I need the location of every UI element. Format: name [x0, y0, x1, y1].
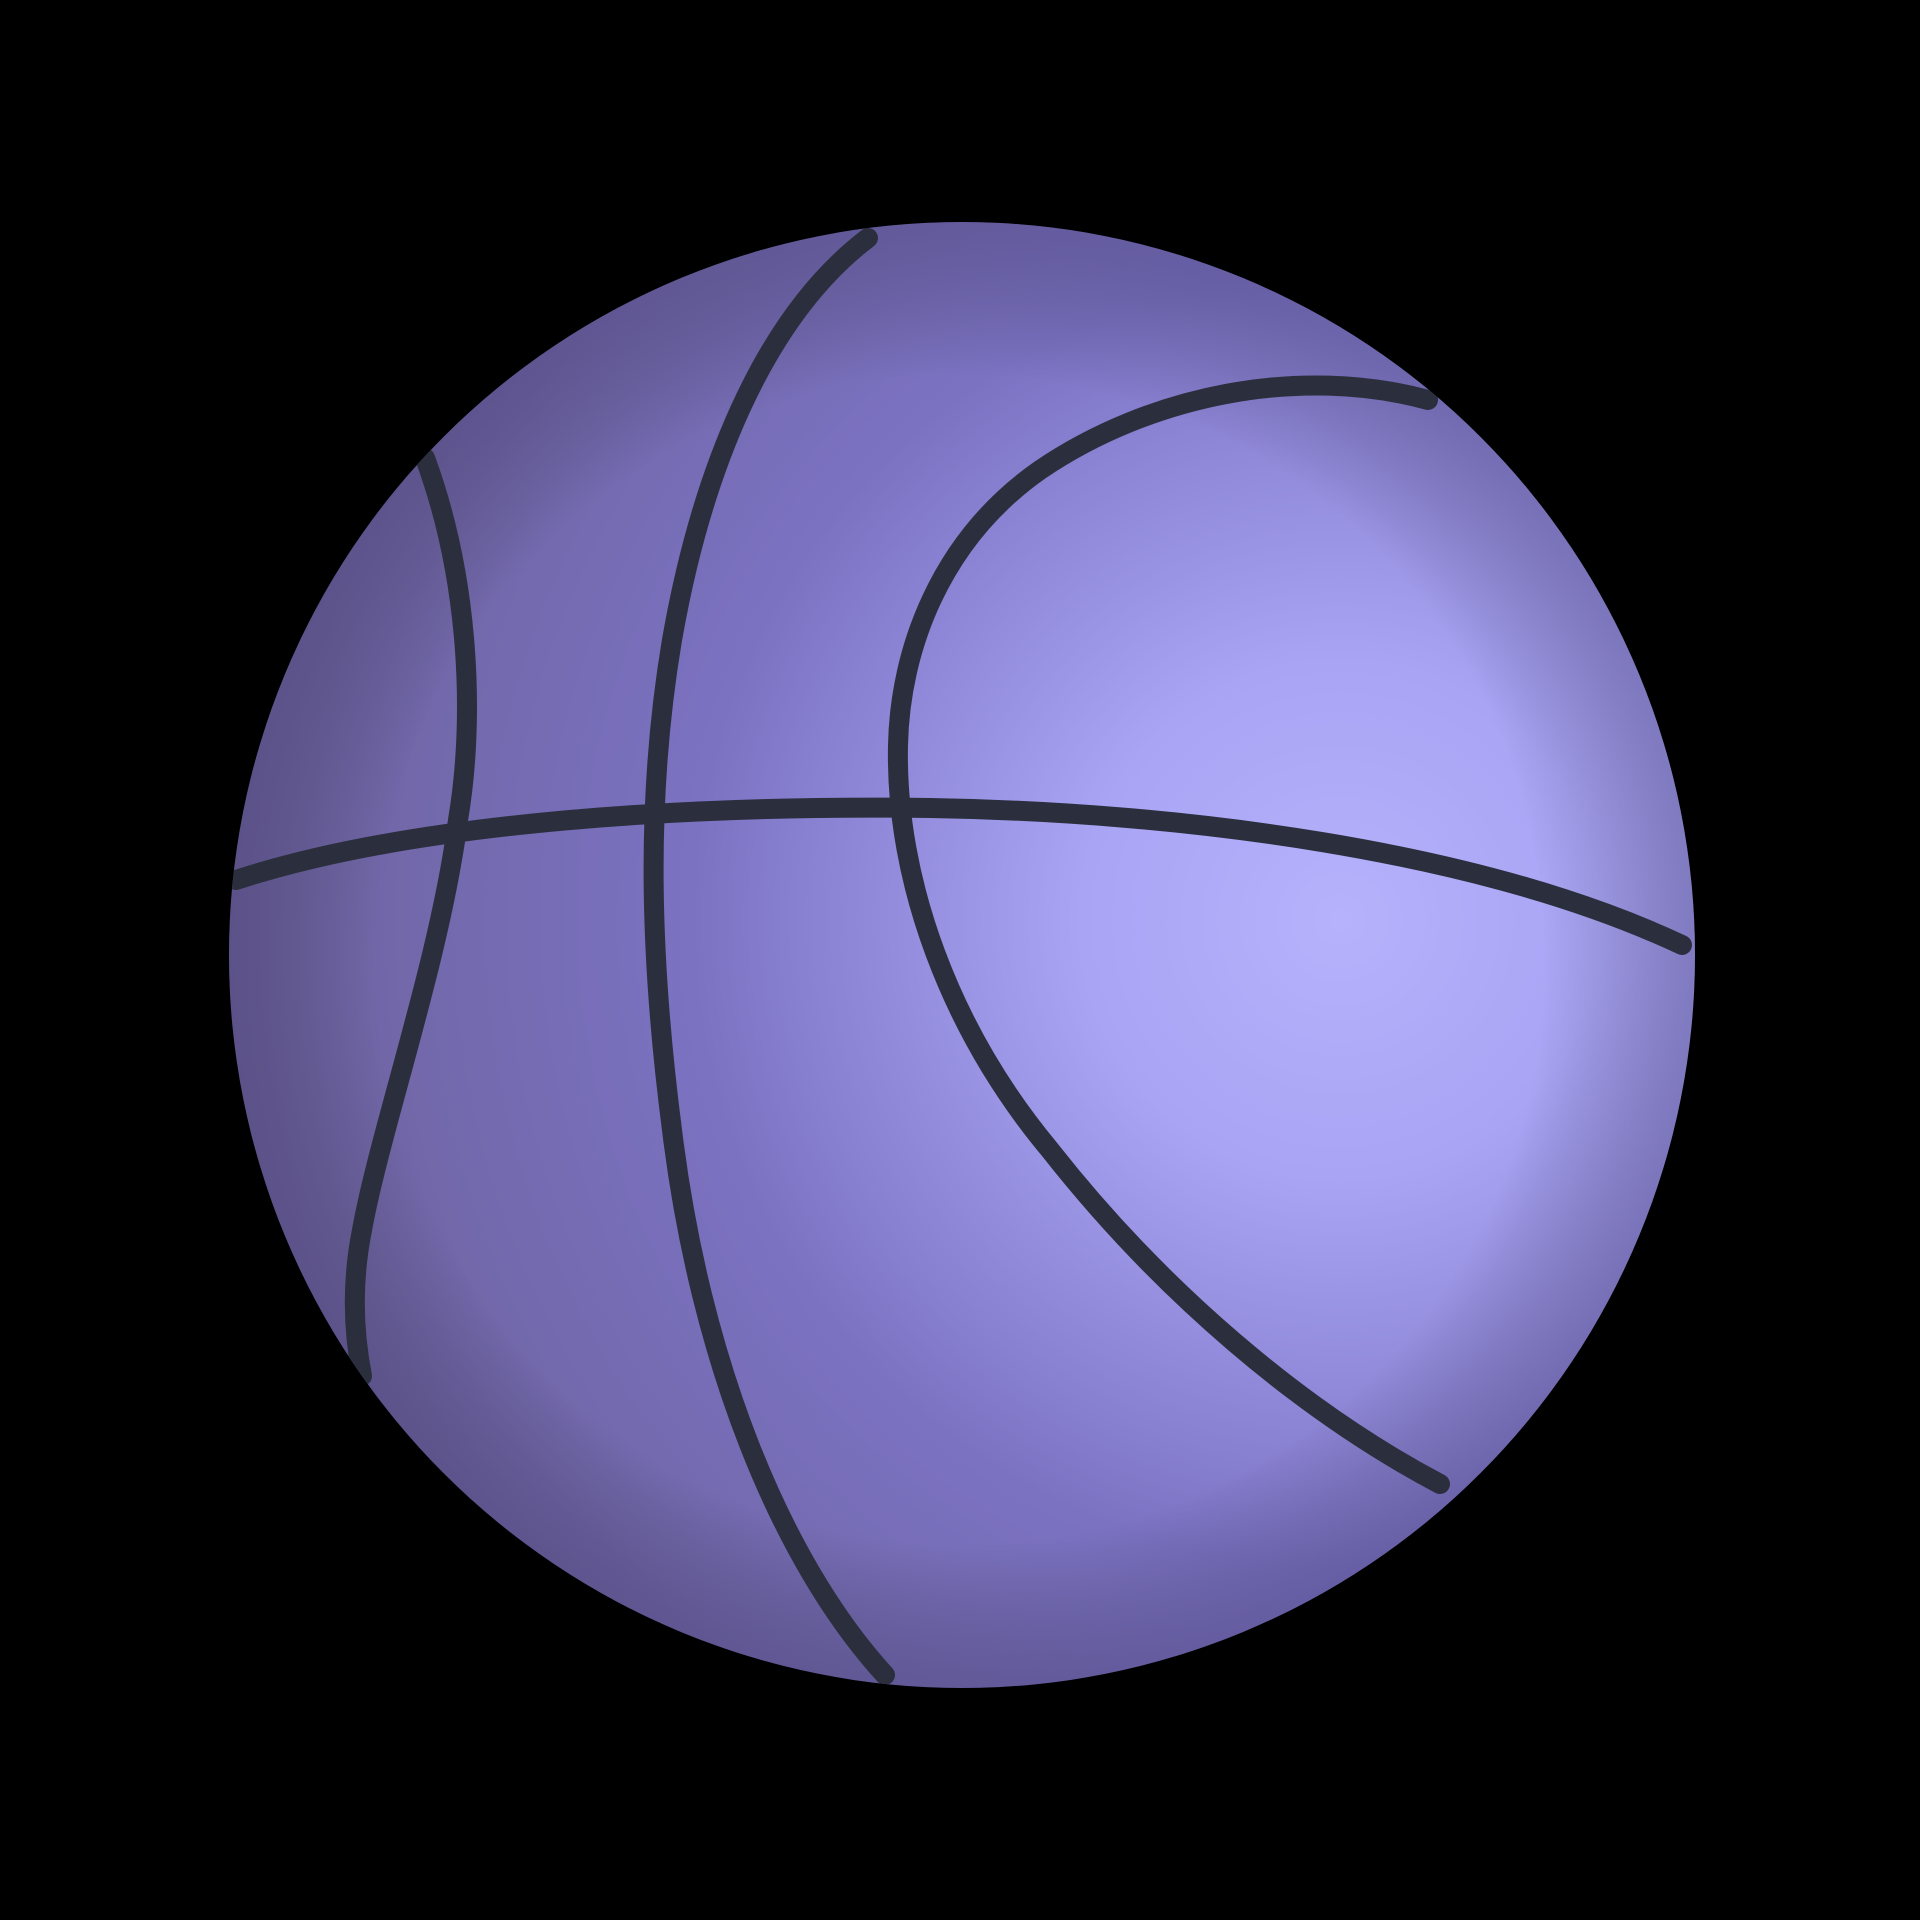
seam-horizontal — [229, 797, 1692, 955]
ball-rim-shade — [229, 222, 1695, 1688]
seam-center — [643, 228, 895, 1685]
ball-seams — [229, 228, 1692, 1685]
seam-right-curve — [887, 375, 1450, 1494]
seam-left-outer — [344, 448, 477, 1386]
